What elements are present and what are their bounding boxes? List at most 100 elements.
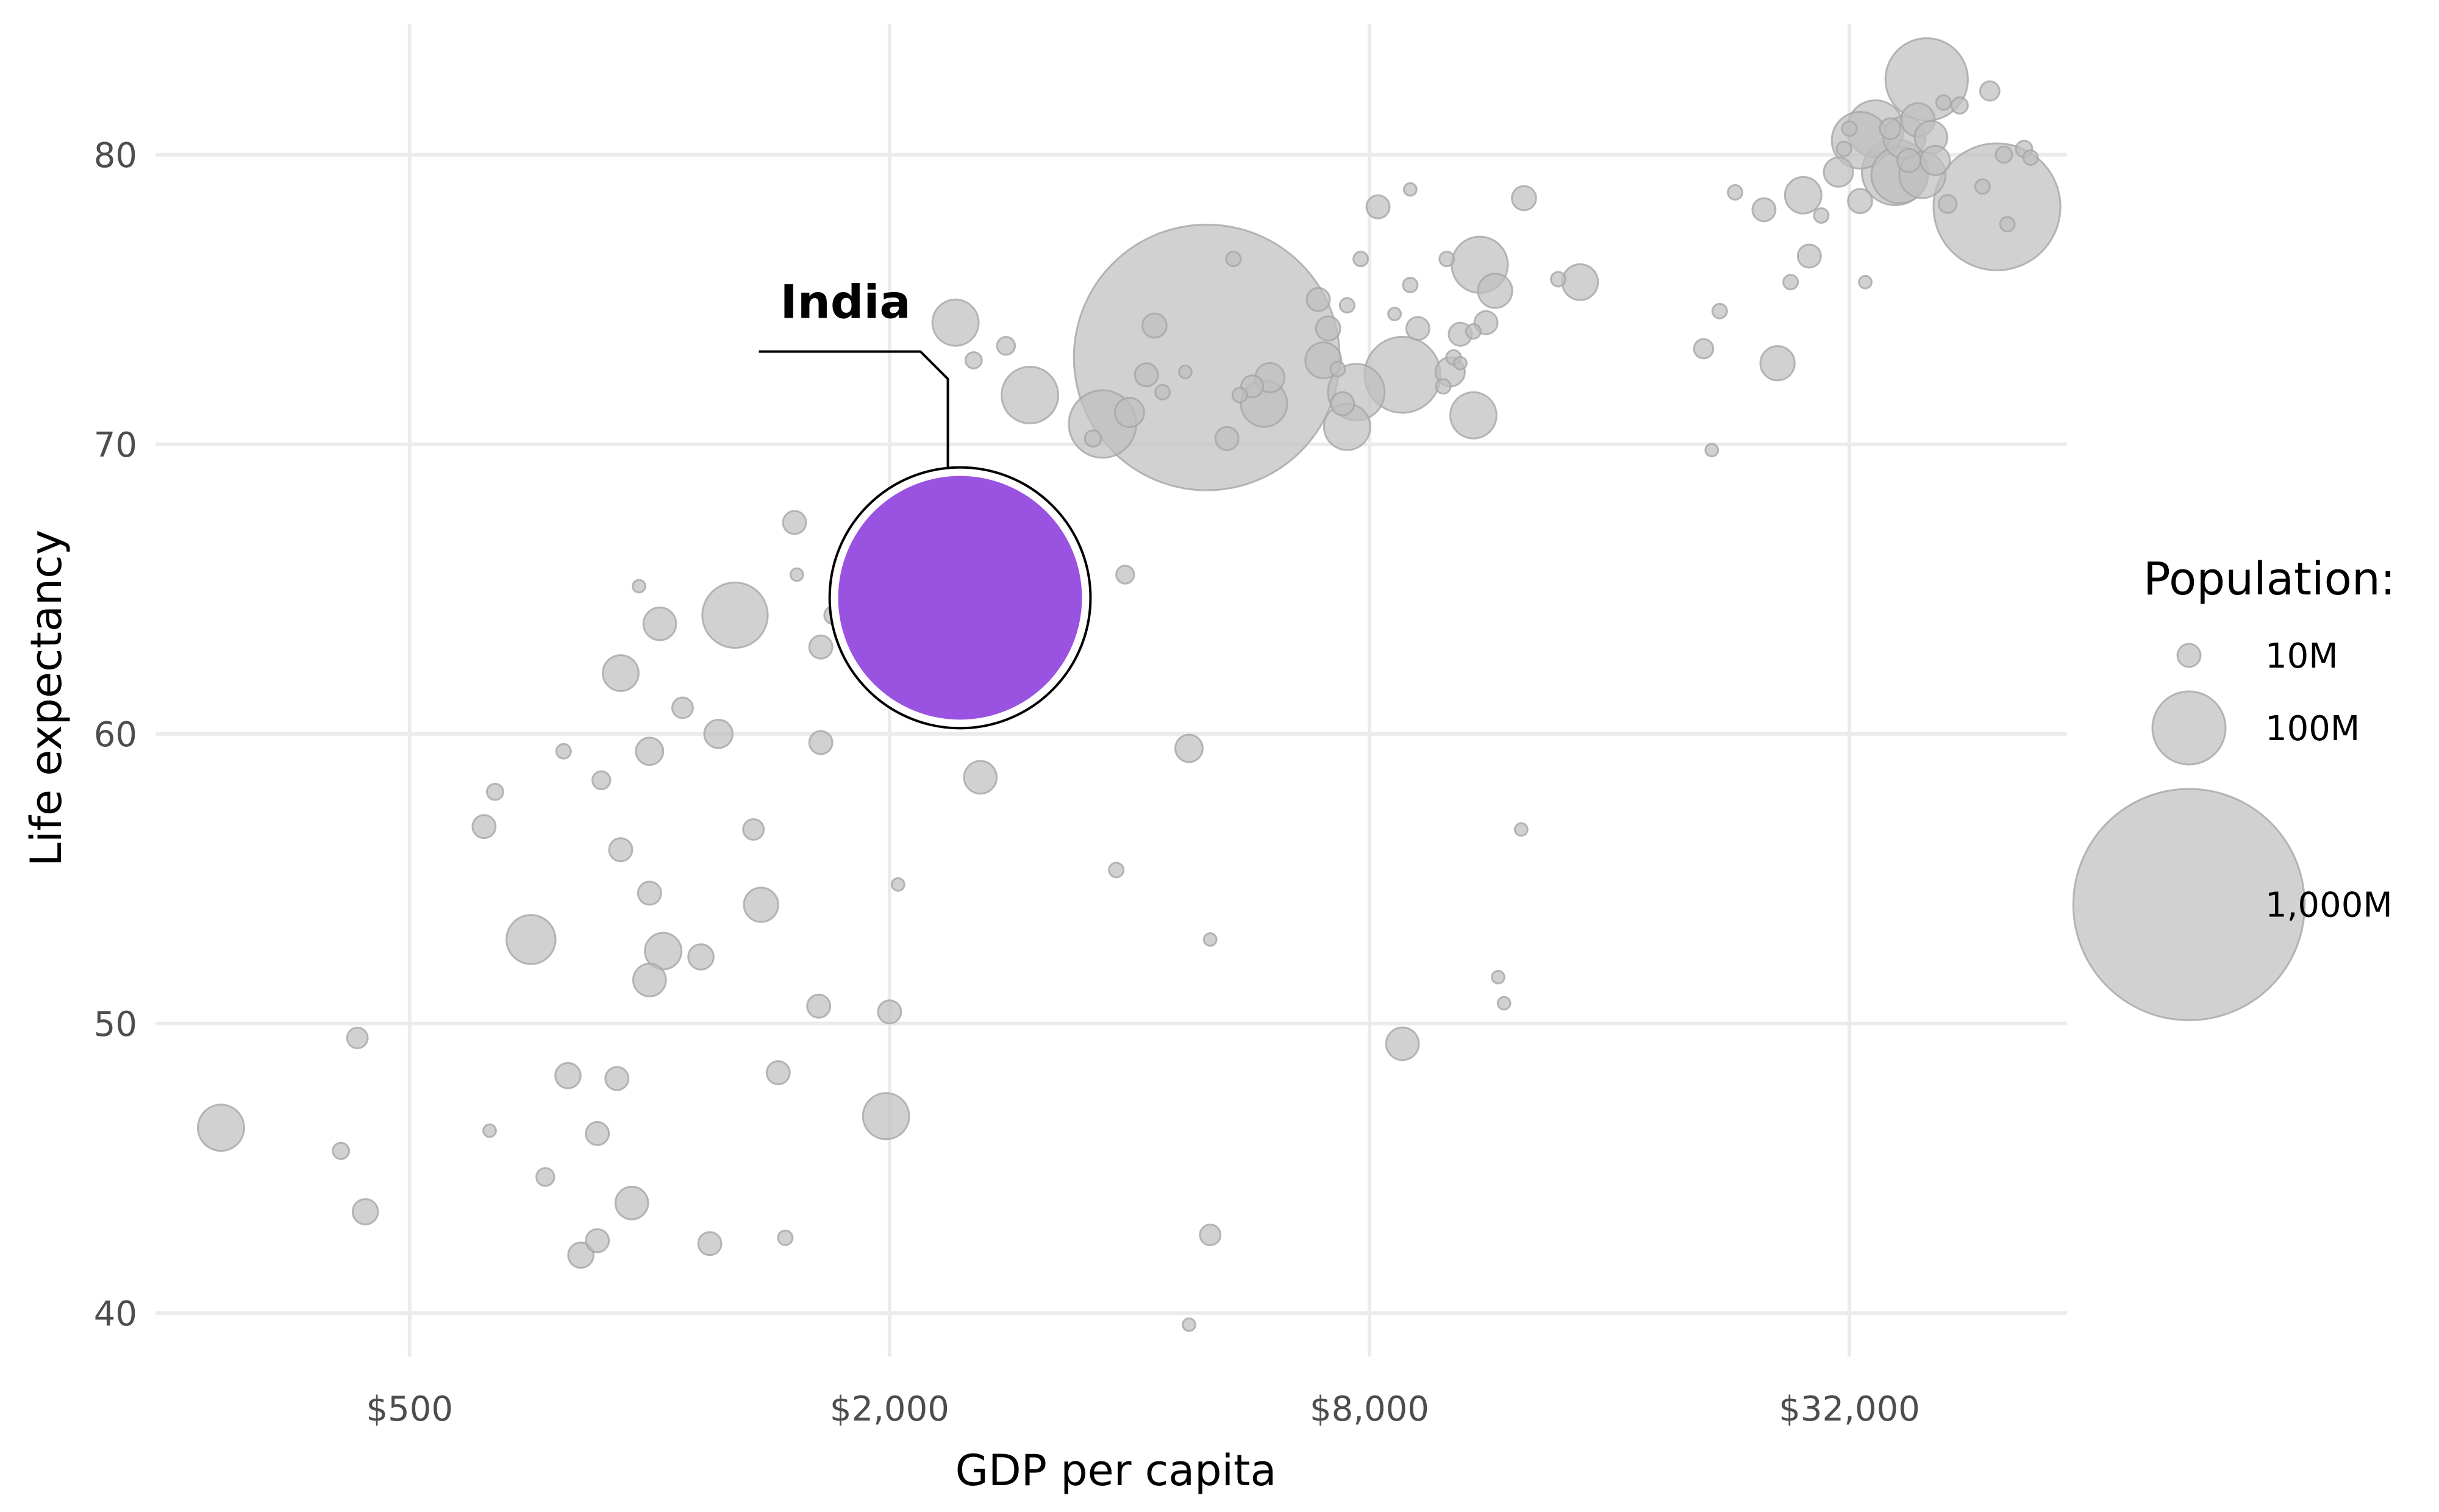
data-point (1435, 378, 1452, 395)
y-tick-label: 50 (94, 1005, 137, 1044)
y-tick-labels: 40 50 60 70 80 (94, 136, 137, 1334)
y-tick-label: 40 (94, 1294, 137, 1334)
data-point (1879, 117, 1902, 140)
data-point (591, 770, 612, 790)
data-point (1979, 80, 2001, 102)
data-point (1841, 120, 1858, 137)
data-point (1465, 323, 1482, 340)
data-point (890, 877, 905, 892)
data-point (1999, 216, 2016, 233)
data-point (1199, 1224, 1222, 1246)
data-point (567, 1241, 595, 1269)
india-data-point (838, 476, 1082, 720)
data-point (1001, 366, 1060, 424)
legend-title: Population: (2143, 553, 2396, 605)
data-point (697, 1231, 723, 1257)
data-point (1496, 996, 1512, 1011)
data-point (1727, 184, 1744, 201)
data-point (585, 1121, 610, 1146)
legend-swatch (2176, 643, 2202, 668)
data-point (743, 886, 779, 923)
data-point (332, 1141, 350, 1160)
data-point (877, 999, 902, 1025)
data-point (585, 1228, 610, 1253)
data-point (2022, 149, 2039, 166)
data-point (1974, 178, 1991, 195)
data-point (687, 943, 715, 971)
population-legend: Population: 10M 100M 1,000M (2072, 553, 2396, 1021)
x-tick-label: $32,000 (1779, 1389, 1920, 1429)
data-point (1387, 307, 1402, 321)
y-tick-label: 60 (94, 715, 137, 755)
data-point (1935, 94, 1952, 111)
y-tick-label: 70 (94, 426, 137, 465)
india-leader-line (759, 350, 949, 468)
data-point (1182, 1317, 1196, 1332)
data-point (701, 581, 769, 649)
data-point (1449, 391, 1498, 440)
legend-swatch (2072, 788, 2306, 1021)
data-point (1858, 274, 1873, 290)
data-point (1154, 383, 1171, 401)
data-point (1704, 443, 1719, 458)
data-point (1782, 274, 1799, 291)
data-point (197, 1104, 245, 1152)
data-point (671, 696, 694, 719)
data-point (554, 1061, 582, 1089)
data-point (765, 1060, 791, 1085)
data-point (1693, 338, 1715, 360)
data-point (1385, 1026, 1420, 1061)
data-point (1134, 362, 1159, 388)
data-point (1084, 429, 1102, 448)
y-gridlines (155, 152, 2067, 1315)
data-point (963, 760, 998, 795)
data-point (632, 963, 667, 997)
data-point (351, 1198, 379, 1225)
highlight-annotation: India (759, 275, 1092, 730)
india-label: India (780, 275, 911, 329)
data-point (505, 914, 557, 965)
data-point (1402, 277, 1419, 293)
data-point (782, 510, 807, 535)
data-point (1994, 145, 2013, 164)
data-point (806, 993, 832, 1019)
data-point (1938, 194, 1958, 214)
data-point (1225, 251, 1242, 268)
data-point (862, 1092, 910, 1141)
data-point (1796, 243, 1822, 269)
data-point (1835, 140, 1852, 157)
data-point (632, 579, 646, 594)
data-point (964, 351, 983, 369)
data-point (1365, 194, 1391, 219)
data-point (637, 880, 662, 906)
data-point (1784, 176, 1823, 215)
data-point (808, 634, 834, 660)
data-point (1330, 391, 1355, 416)
data-points (197, 37, 2062, 1332)
data-point (1315, 315, 1341, 342)
data-point (1214, 426, 1240, 451)
data-point (1231, 387, 1248, 404)
data-point (1178, 365, 1193, 379)
data-point (1202, 932, 1218, 947)
y-tick-label: 80 (94, 136, 137, 176)
data-point (1477, 273, 1513, 309)
x-axis-title: GDP per capita (955, 1446, 1277, 1496)
x-tick-label: $2,000 (830, 1389, 949, 1429)
legend-label: 100M (2265, 709, 2360, 749)
data-point (1919, 144, 1951, 176)
data-point (1896, 148, 1922, 173)
data-point (1108, 861, 1125, 879)
data-point (1847, 188, 1873, 215)
data-point (471, 814, 497, 840)
data-point (1402, 182, 1418, 197)
data-point (535, 1167, 555, 1187)
data-point (1823, 156, 1854, 188)
y-axis-title: Life expectancy (21, 530, 71, 866)
data-point (777, 1229, 794, 1246)
data-point (642, 606, 677, 641)
legend-label: 1,000M (2265, 886, 2393, 925)
data-point (1711, 302, 1728, 319)
data-point (1751, 197, 1777, 223)
data-point (602, 654, 640, 692)
